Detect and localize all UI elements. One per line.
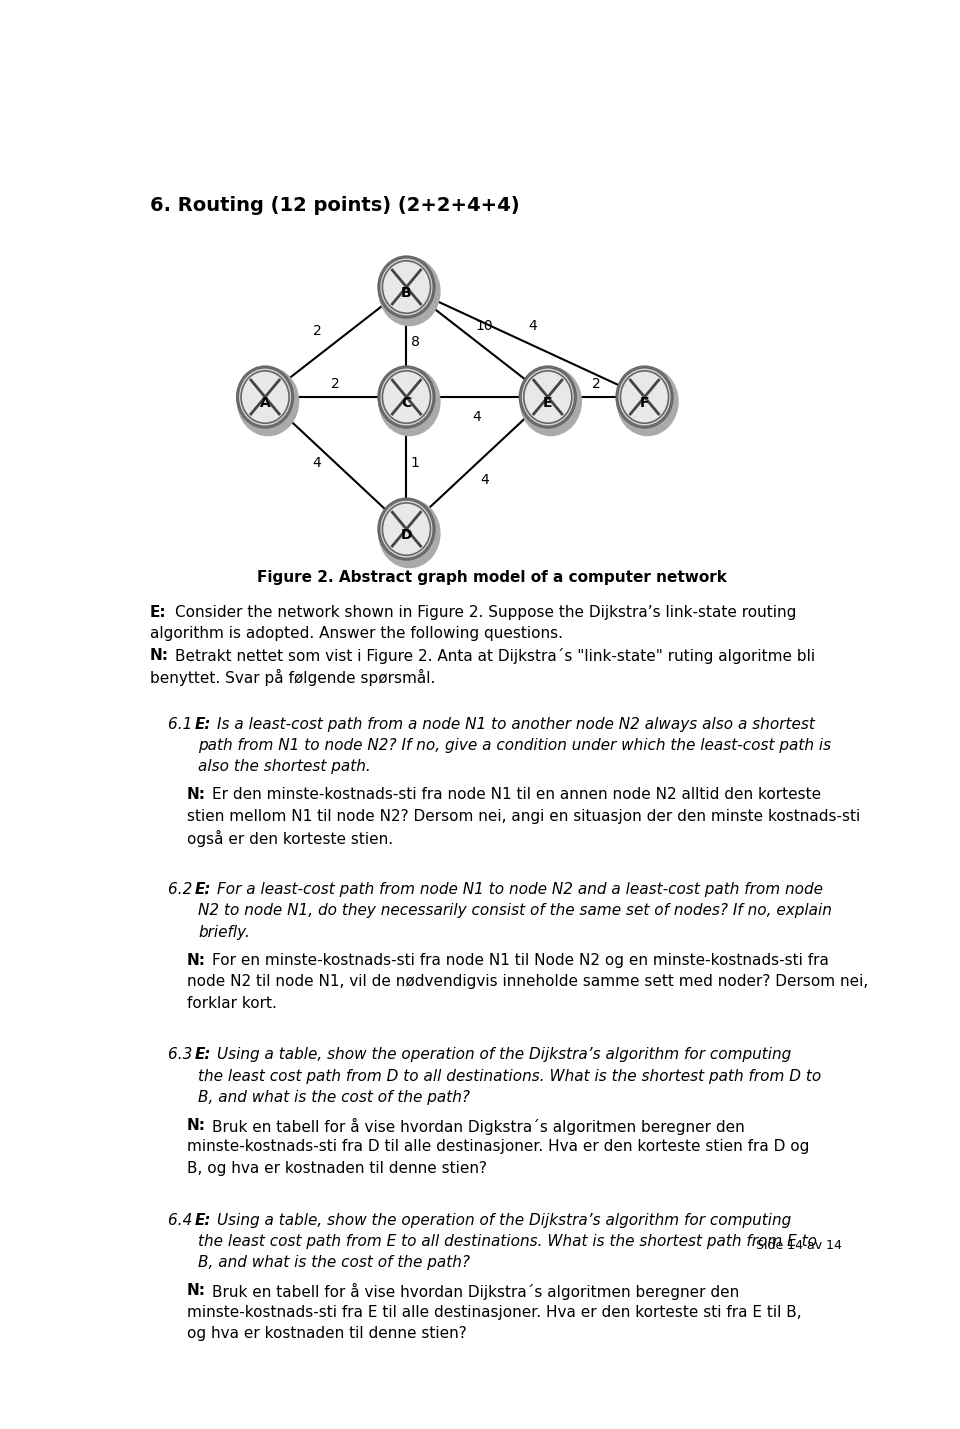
Ellipse shape (237, 367, 299, 436)
Text: path from N1 to node N2? If no, give a condition under which the least-cost path: path from N1 to node N2? If no, give a c… (198, 737, 831, 753)
Text: og hva er kostnaden til denne stien?: og hva er kostnaden til denne stien? (187, 1326, 467, 1342)
Text: C: C (401, 396, 412, 410)
Text: N:: N: (150, 647, 169, 663)
Text: Side 14 av 14: Side 14 av 14 (756, 1239, 842, 1252)
Text: the least cost path from E to all destinations. What is the shortest path from E: the least cost path from E to all destin… (198, 1235, 817, 1249)
Text: Is a least-cost path from a node N1 to another node N2 always also a shortest: Is a least-cost path from a node N1 to a… (217, 716, 815, 732)
Text: 2: 2 (331, 377, 340, 392)
Text: også er den korteste stien.: også er den korteste stien. (187, 830, 393, 847)
Text: E:: E: (195, 716, 211, 732)
Ellipse shape (378, 499, 435, 560)
Text: Bruk en tabell for å vise hvordan Dijkstra´s algoritmen beregner den: Bruk en tabell for å vise hvordan Dijkst… (212, 1283, 739, 1300)
Text: 2: 2 (313, 324, 322, 339)
Text: benyttet. Svar på følgende spørsmål.: benyttet. Svar på følgende spørsmål. (150, 669, 435, 686)
Text: B, and what is the cost of the path?: B, and what is the cost of the path? (198, 1090, 470, 1105)
Text: E:: E: (150, 604, 166, 620)
Text: 4: 4 (529, 319, 538, 333)
Ellipse shape (382, 503, 430, 556)
Text: N:: N: (187, 953, 206, 967)
Text: B, and what is the cost of the path?: B, and what is the cost of the path? (198, 1256, 470, 1270)
Ellipse shape (379, 257, 433, 316)
Text: stien mellom N1 til node N2? Dersom nei, angi en situasjon der den minste kostna: stien mellom N1 til node N2? Dersom nei,… (187, 809, 860, 825)
Text: Er den minste-kostnads-sti fra node N1 til en annen node N2 alltid den korteste: Er den minste-kostnads-sti fra node N1 t… (212, 787, 822, 803)
Ellipse shape (519, 366, 576, 427)
Text: 6. Routing (12 points) (2+2+4+4): 6. Routing (12 points) (2+2+4+4) (150, 196, 519, 214)
Text: D: D (400, 529, 412, 542)
Ellipse shape (238, 367, 292, 426)
Text: Betrakt nettet som vist i Figure 2. Anta at Dijkstra´s "link-state" ruting algor: Betrakt nettet som vist i Figure 2. Anta… (175, 647, 815, 664)
Text: B, og hva er kostnaden til denne stien?: B, og hva er kostnaden til denne stien? (187, 1160, 487, 1176)
Ellipse shape (617, 367, 671, 426)
Text: E:: E: (195, 882, 211, 897)
Text: forklar kort.: forklar kort. (187, 996, 276, 1010)
Text: 1: 1 (411, 456, 420, 470)
Ellipse shape (237, 366, 294, 427)
Text: Consider the network shown in Figure 2. Suppose the Dijkstra’s link-state routin: Consider the network shown in Figure 2. … (175, 604, 797, 620)
Ellipse shape (379, 367, 440, 436)
Text: the least cost path from D to all destinations. What is the shortest path from D: the least cost path from D to all destin… (198, 1069, 822, 1083)
Text: node N2 til node N1, vil de nødvendigvis inneholde samme sett med noder? Dersom : node N2 til node N1, vil de nødvendigvis… (187, 975, 868, 989)
Text: 2: 2 (591, 377, 601, 392)
Text: algorithm is adopted. Answer the following questions.: algorithm is adopted. Answer the followi… (150, 626, 563, 642)
Text: F: F (639, 396, 649, 410)
Text: Figure 2. Abstract graph model of a computer network: Figure 2. Abstract graph model of a comp… (257, 570, 727, 584)
Text: Using a table, show the operation of the Dijkstra’s algorithm for computing: Using a table, show the operation of the… (217, 1213, 791, 1228)
Text: Bruk en tabell for å vise hvordan Digkstra´s algoritmen beregner den: Bruk en tabell for å vise hvordan Digkst… (212, 1117, 745, 1135)
Ellipse shape (524, 372, 572, 423)
Text: 4: 4 (472, 410, 482, 424)
Ellipse shape (379, 500, 433, 559)
Ellipse shape (382, 372, 430, 423)
Ellipse shape (616, 366, 673, 427)
Text: N:: N: (187, 787, 206, 803)
Text: B: B (401, 286, 412, 300)
Text: E: E (543, 396, 553, 410)
Ellipse shape (521, 367, 575, 426)
Text: For en minste-kostnads-sti fra node N1 til Node N2 og en minste-kostnads-sti fra: For en minste-kostnads-sti fra node N1 t… (212, 953, 829, 967)
Text: 8: 8 (411, 334, 420, 349)
Text: also the shortest path.: also the shortest path. (198, 759, 371, 775)
Ellipse shape (379, 367, 433, 426)
Ellipse shape (241, 372, 289, 423)
Ellipse shape (620, 372, 668, 423)
Ellipse shape (382, 262, 430, 313)
Text: 6.4: 6.4 (168, 1213, 198, 1228)
Text: N:: N: (187, 1117, 206, 1133)
Text: minste-kostnads-sti fra E til alle destinasjoner. Hva er den korteste sti fra E : minste-kostnads-sti fra E til alle desti… (187, 1305, 802, 1320)
Text: 4: 4 (480, 473, 489, 486)
Ellipse shape (617, 367, 678, 436)
Text: 6.3: 6.3 (168, 1047, 198, 1062)
Ellipse shape (379, 257, 440, 326)
Ellipse shape (378, 256, 435, 317)
Text: E:: E: (195, 1047, 211, 1062)
Ellipse shape (378, 366, 435, 427)
Text: N2 to node N1, do they necessarily consist of the same set of nodes? If no, expl: N2 to node N1, do they necessarily consi… (198, 903, 832, 919)
Text: briefly.: briefly. (198, 925, 250, 940)
Text: A: A (260, 396, 271, 410)
Text: 6.2: 6.2 (168, 882, 198, 897)
Ellipse shape (379, 499, 440, 567)
Text: For a least-cost path from node N1 to node N2 and a least-cost path from node: For a least-cost path from node N1 to no… (217, 882, 823, 897)
Text: minste-kostnads-sti fra D til alle destinasjoner. Hva er den korteste stien fra : minste-kostnads-sti fra D til alle desti… (187, 1139, 809, 1155)
Text: 10: 10 (476, 319, 493, 333)
Text: Using a table, show the operation of the Dijkstra’s algorithm for computing: Using a table, show the operation of the… (217, 1047, 791, 1062)
Ellipse shape (520, 367, 581, 436)
Text: E:: E: (195, 1213, 211, 1228)
Text: 4: 4 (313, 456, 322, 470)
Text: N:: N: (187, 1283, 206, 1299)
Text: 6.1: 6.1 (168, 716, 198, 732)
